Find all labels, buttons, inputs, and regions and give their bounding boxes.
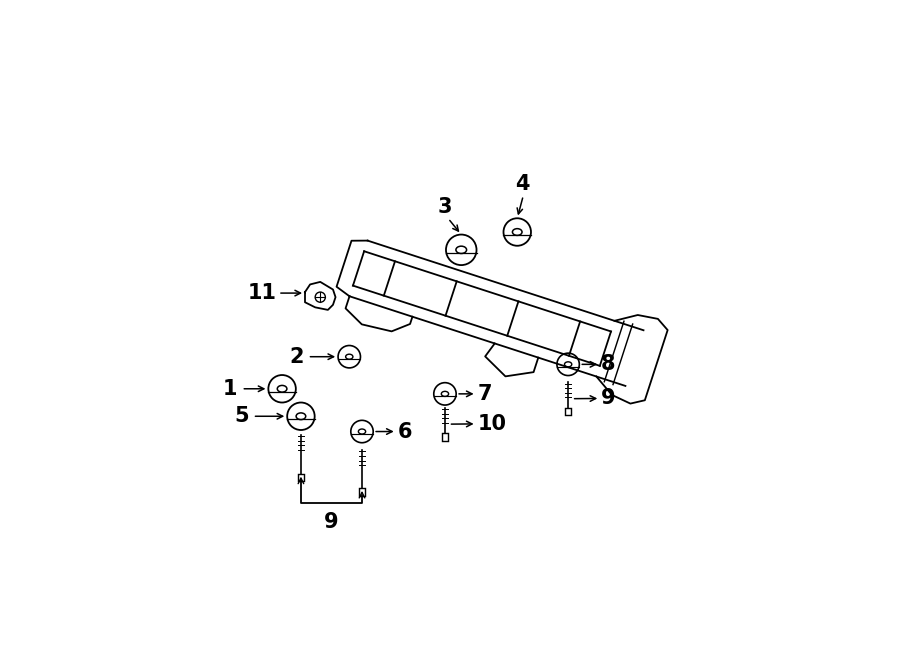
Text: 11: 11 — [248, 283, 277, 303]
Text: 2: 2 — [289, 347, 303, 367]
Bar — [359, 488, 365, 496]
Bar — [442, 433, 448, 441]
Text: 8: 8 — [601, 354, 616, 374]
Text: 9: 9 — [601, 389, 616, 408]
Text: 3: 3 — [437, 197, 452, 217]
Text: 1: 1 — [223, 379, 238, 399]
Text: 9: 9 — [324, 512, 338, 533]
Text: 6: 6 — [398, 422, 412, 442]
Text: 7: 7 — [478, 384, 492, 404]
Text: 4: 4 — [515, 174, 529, 194]
Text: 10: 10 — [478, 414, 507, 434]
Bar — [565, 408, 572, 415]
Text: 5: 5 — [234, 407, 248, 426]
Bar — [298, 474, 304, 481]
